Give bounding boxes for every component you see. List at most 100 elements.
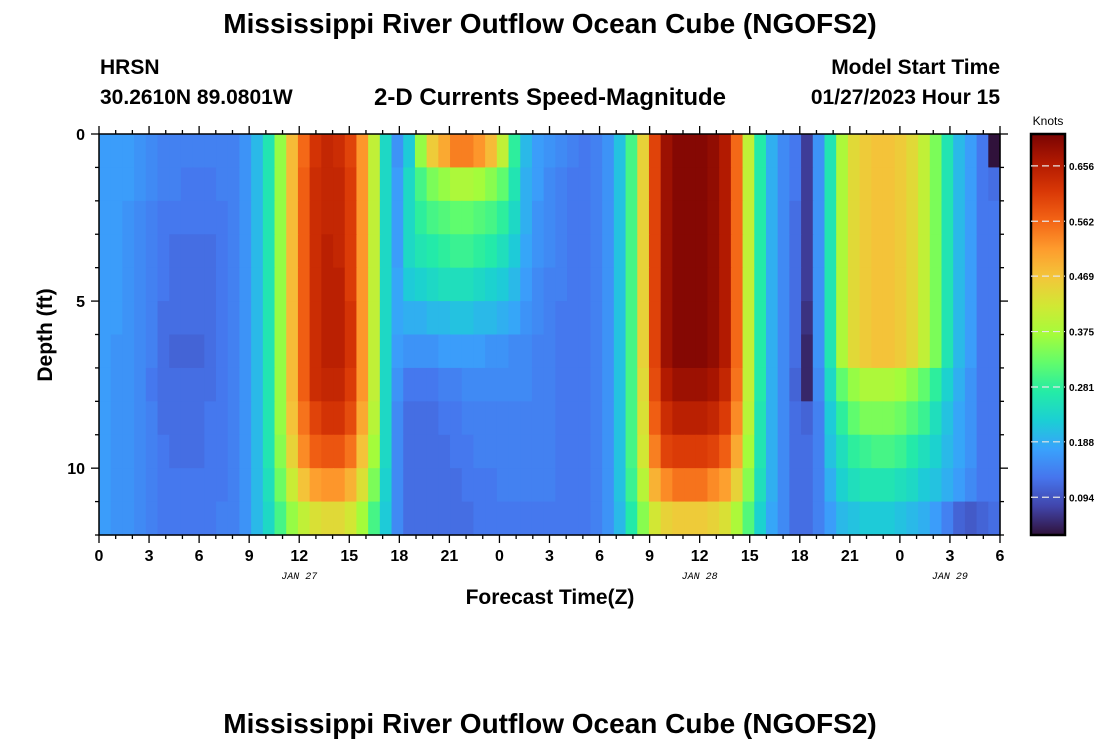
heatmap-cell (684, 468, 697, 503)
x-tick-label: 21 (440, 548, 458, 565)
heatmap-cell (274, 134, 287, 169)
heatmap-cell (520, 234, 533, 269)
heatmap-cell (918, 401, 931, 436)
heatmap-cell (216, 401, 229, 436)
heatmap-cell (789, 367, 802, 402)
heatmap-cell (672, 301, 685, 336)
heatmap-cell (590, 234, 603, 269)
heatmap-cell (157, 301, 170, 336)
heatmap-cell (496, 134, 510, 169)
heatmap-cell (672, 234, 685, 269)
heatmap-cell (297, 267, 311, 302)
heatmap-cell (368, 468, 381, 503)
heatmap-cell (672, 134, 685, 169)
heatmap-cell (239, 367, 252, 402)
heatmap-cell (695, 134, 709, 169)
heatmap-cell (473, 301, 486, 336)
heatmap-cell (882, 200, 896, 235)
heatmap-cell (555, 501, 568, 536)
heatmap-cell (777, 234, 790, 269)
heatmap-cell (344, 234, 358, 269)
heatmap-cell (754, 167, 767, 202)
heatmap-cell (262, 267, 276, 302)
heatmap-cell (169, 134, 182, 169)
heatmap-cell (321, 134, 334, 169)
heatmap-cell (297, 501, 311, 536)
heatmap-cell (543, 468, 556, 503)
heatmap-cell (765, 301, 779, 336)
heatmap-cell (719, 167, 732, 202)
heatmap-cell (660, 134, 673, 169)
heatmap-cell (672, 367, 685, 402)
heatmap-cell (496, 434, 510, 469)
heatmap-cell (836, 468, 849, 503)
heatmap-cell (216, 301, 229, 336)
heatmap-cell (859, 501, 872, 536)
heatmap-cell (438, 167, 451, 202)
colorbar-tick-label: 0.094 (1069, 493, 1094, 504)
heatmap-cell (321, 200, 334, 235)
heatmap-cell (251, 301, 264, 336)
heatmap-cell (567, 401, 580, 436)
heatmap-cell (262, 134, 276, 169)
heatmap-cell (590, 167, 603, 202)
x-tick-label: 0 (95, 548, 104, 565)
heatmap-cell (157, 401, 170, 436)
heatmap-cell (941, 367, 954, 402)
heatmap-cell (777, 501, 790, 536)
heatmap-cell (180, 134, 194, 169)
heatmap-cell (824, 134, 837, 169)
heatmap-cell (847, 134, 861, 169)
heatmap-cell (941, 334, 954, 369)
heatmap-cell (485, 334, 498, 369)
heatmap-cell (508, 234, 521, 269)
heatmap-cell (812, 200, 826, 235)
heatmap-cell (99, 434, 112, 469)
heatmap-cell (906, 434, 919, 469)
heatmap-cell (321, 367, 334, 402)
heatmap-cell (309, 501, 322, 536)
heatmap-cell (871, 334, 884, 369)
heatmap-cell (906, 367, 919, 402)
heatmap-cell (485, 200, 498, 235)
heatmap-cell (520, 301, 533, 336)
heatmap-cell (379, 234, 393, 269)
heatmap-cell (531, 334, 545, 369)
heatmap-cell (414, 434, 428, 469)
heatmap-cell (637, 234, 650, 269)
heatmap-cell (520, 200, 533, 235)
heatmap-cell (286, 434, 299, 469)
heatmap-cell (251, 200, 264, 235)
heatmap-cell (695, 200, 709, 235)
heatmap-cell (801, 501, 814, 536)
heatmap-cell (251, 501, 264, 536)
heatmap-cell (356, 301, 369, 336)
heatmap-cell (368, 367, 381, 402)
heatmap-cell (719, 301, 732, 336)
heatmap-cell (918, 267, 931, 302)
heatmap-cell (859, 468, 872, 503)
y-tick-label: 0 (76, 127, 85, 144)
heatmap-cell (672, 468, 685, 503)
heatmap-cell (321, 468, 334, 503)
heatmap-cell (602, 434, 615, 469)
heatmap-cell (368, 501, 381, 536)
heatmap-cell (929, 167, 943, 202)
heatmap-cell (929, 134, 943, 169)
heatmap-cell (836, 200, 849, 235)
heatmap-cell (695, 401, 709, 436)
heatmap-cell (309, 134, 322, 169)
heatmap-cell (309, 301, 322, 336)
heatmap-cell (730, 234, 744, 269)
heatmap-cell (169, 401, 182, 436)
heatmap-cell (555, 367, 568, 402)
heatmap-cell (157, 468, 170, 503)
heatmap-cell (145, 401, 159, 436)
heatmap-cell (216, 334, 229, 369)
heatmap-cell (520, 434, 533, 469)
heatmap-cell (134, 334, 147, 369)
heatmap-cell (719, 267, 732, 302)
heatmap-cell (274, 501, 287, 536)
heatmap-cell (145, 267, 159, 302)
model-start-label: Model Start Time (831, 56, 1000, 79)
